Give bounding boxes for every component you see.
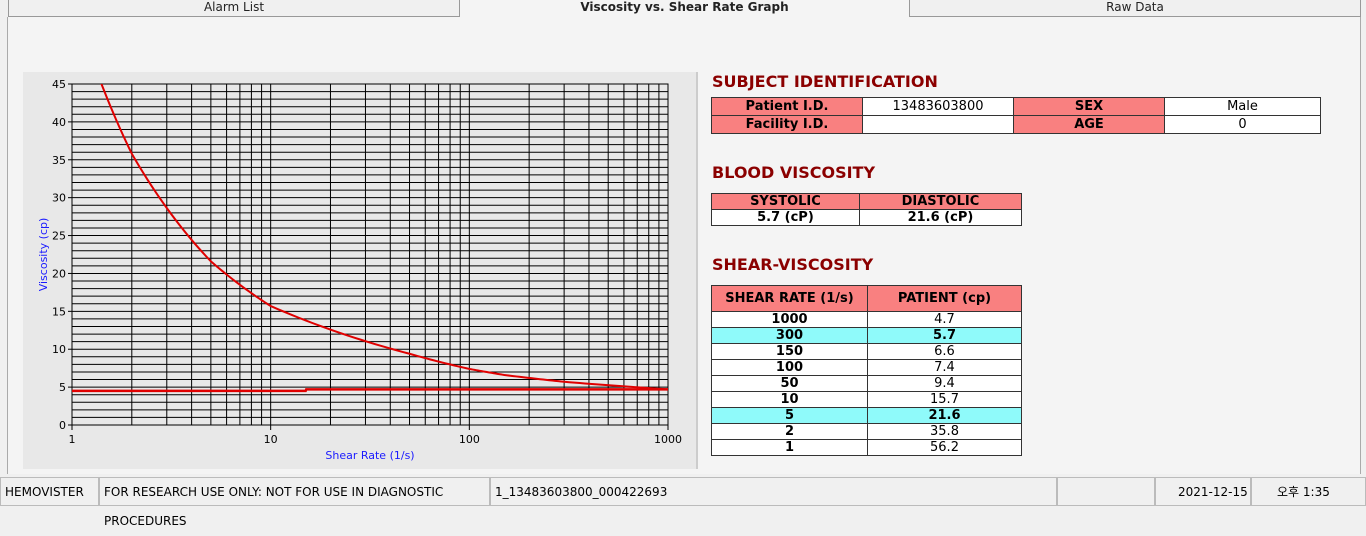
tab-bar: Alarm List Viscosity vs. Shear Rate Grap… (0, 0, 1366, 18)
y-tick-label: 15 (52, 305, 66, 318)
systolic-value: 5.7 (cP) (711, 209, 860, 226)
x-tick-label: 1000 (654, 433, 682, 446)
tab-viscosity-graph[interactable]: Viscosity vs. Shear Rate Graph (459, 0, 910, 18)
systolic-label: SYSTOLIC (711, 193, 860, 210)
subject-table: Patient I.D. 13483603800 SEX Male Facility … (711, 97, 1321, 134)
shear-row: 5 21.6 (711, 407, 1022, 424)
shear-rate-header: SHEAR RATE (1/s) (711, 285, 868, 312)
chart-svg: 0 5 10 15 20 25 30 35 40 45 1 10 100 1000 Shear Rate (… (37, 78, 682, 462)
shear-rate-cell: 150 (711, 343, 868, 360)
status-notice: FOR RESEARCH USE ONLY: NOT FOR USE IN DI… (99, 477, 490, 528)
tab-alarm-list[interactable]: Alarm List (8, 0, 460, 17)
y-tick-label: 40 (52, 116, 66, 129)
x-tick-label: 100 (459, 433, 480, 446)
y-tick-label: 45 (52, 78, 66, 91)
patient-header: PATIENT (cp) (867, 285, 1022, 312)
y-tick-label: 5 (59, 381, 66, 394)
diastolic-label: DIASTOLIC (858, 193, 1023, 210)
y-tick-label: 35 (52, 154, 66, 167)
patient-value-cell: 9.4 (867, 375, 1022, 392)
status-app: HEMOVISTER (0, 477, 99, 506)
shear-row: 150 6.6 (711, 343, 1022, 360)
viscosity-chart: 0 5 10 15 20 25 30 35 40 45 1 10 100 1000 Shear Rate (… (23, 72, 698, 469)
x-axis-label: Shear Rate (1/s) (325, 449, 414, 462)
status-time: 오후 1:35 (1251, 477, 1366, 506)
tab-raw-data[interactable]: Raw Data (909, 0, 1361, 17)
status-date: 2021-12-15 (1155, 477, 1251, 506)
blood-table: SYSTOLIC DIASTOLIC 5.7 (cP) 21.6 (cP) (711, 193, 1023, 226)
age-value: 0 (1164, 115, 1321, 134)
shear-table: SHEAR RATE (1/s) PATIENT (cp) 1000 4.7 300 5… (711, 285, 1022, 456)
shear-rate-cell: 10 (711, 391, 868, 408)
shear-row: 50 9.4 (711, 375, 1022, 392)
shear-rate-cell: 1000 (711, 311, 868, 328)
shear-rate-cell: 300 (711, 327, 868, 344)
patient-id-label: Patient I.D. (711, 97, 863, 116)
patient-value-cell: 56.2 (867, 439, 1022, 456)
patient-value-cell: 4.7 (867, 311, 1022, 328)
y-tick-label: 25 (52, 230, 66, 243)
shear-title: SHEAR-VISCOSITY (712, 255, 874, 274)
shear-row: 1 56.2 (711, 439, 1022, 456)
shear-row: 300 5.7 (711, 327, 1022, 344)
shear-row: 2 35.8 (711, 423, 1022, 440)
patient-value-cell: 21.6 (867, 407, 1022, 424)
shear-row: 10 15.7 (711, 391, 1022, 408)
facility-label: Facility I.D. (711, 115, 863, 134)
shear-rate-cell: 100 (711, 359, 868, 376)
shear-rate-cell: 2 (711, 423, 868, 440)
patient-value-cell: 5.7 (867, 327, 1022, 344)
sex-label: SEX (1013, 97, 1165, 116)
x-tick-label: 10 (264, 433, 278, 446)
shear-row: 1000 4.7 (711, 311, 1022, 328)
age-label: AGE (1013, 115, 1165, 134)
facility-value (862, 115, 1014, 134)
patient-id-value: 13483603800 (862, 97, 1014, 116)
plot-area (71, 83, 669, 426)
diastolic-value: 21.6 (cP) (858, 209, 1023, 226)
blood-title: BLOOD VISCOSITY (712, 163, 876, 182)
patient-value-cell: 35.8 (867, 423, 1022, 440)
shear-row: 100 7.4 (711, 359, 1022, 376)
patient-value-cell: 6.6 (867, 343, 1022, 360)
viscosity-curve (100, 84, 668, 391)
y-tick-label: 20 (52, 267, 66, 280)
reference-line (72, 388, 668, 393)
patient-value-cell: 7.4 (867, 359, 1022, 376)
shear-rate-cell: 5 (711, 407, 868, 424)
subject-title: SUBJECT IDENTIFICATION (712, 72, 938, 91)
y-tick-label: 10 (52, 343, 66, 356)
status-record: 1_13483603800_000422693 (490, 477, 1057, 506)
y-axis-label: Viscosity (cp) (37, 218, 50, 292)
status-bar: HEMOVISTER FOR RESEARCH USE ONLY: NOT FO… (0, 477, 1366, 528)
shear-rate-cell: 1 (711, 439, 868, 456)
patient-value-cell: 15.7 (867, 391, 1022, 408)
y-tick-label: 0 (59, 419, 66, 432)
x-tick-label: 1 (69, 433, 76, 446)
y-tick-label: 30 (52, 192, 66, 205)
sex-value: Male (1164, 97, 1321, 116)
status-blank (1057, 477, 1155, 506)
shear-rate-cell: 50 (711, 375, 868, 392)
